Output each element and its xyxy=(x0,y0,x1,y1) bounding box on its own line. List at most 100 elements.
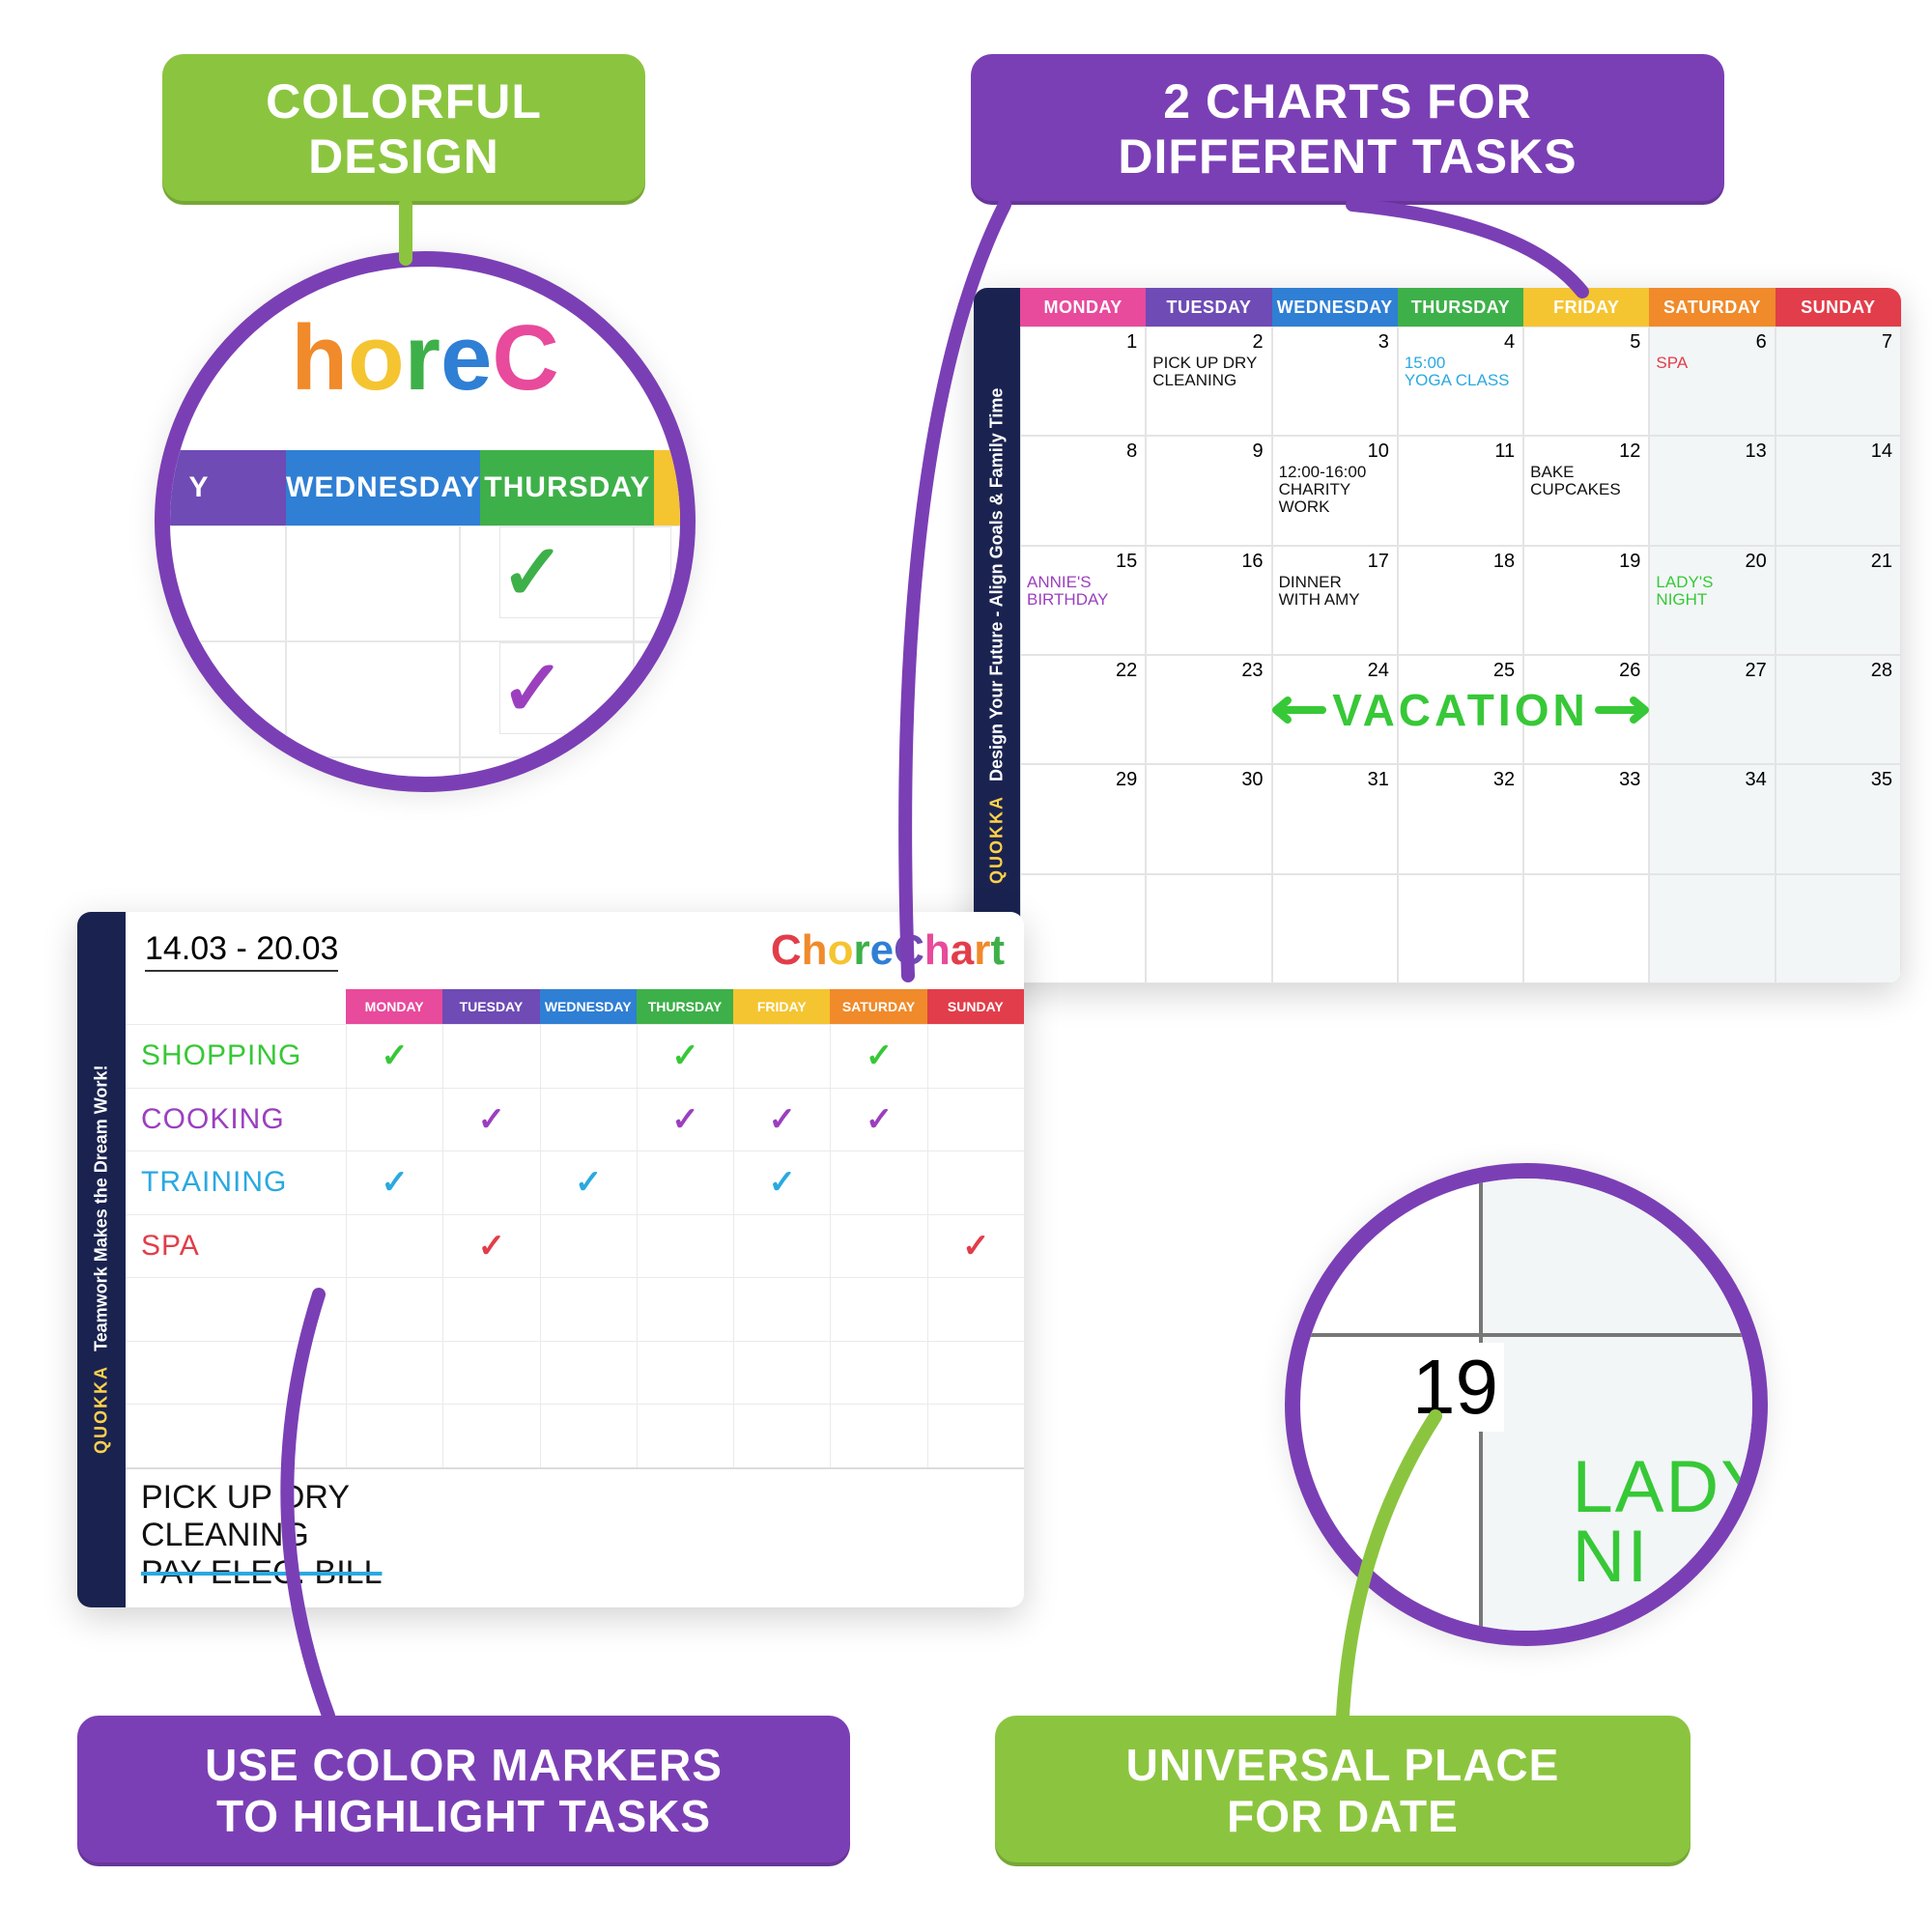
calendar-date-number: 18 xyxy=(1493,551,1515,573)
calendar-date-number: 9 xyxy=(1252,440,1263,463)
calendar-note: 12:00-16:00CHARITYWORK xyxy=(1279,464,1391,516)
callout-universal-date: UNIVERSAL PLACEFOR DATE xyxy=(995,1716,1690,1866)
calendar-date-number: 14 xyxy=(1871,440,1892,463)
chore-cell xyxy=(346,1215,442,1278)
calendar-cell: 9 xyxy=(1146,436,1271,545)
calendar-cell: 7 xyxy=(1776,327,1901,436)
calendar-day-header: WEDNESDAY xyxy=(1272,288,1398,327)
calendar-cell: 2PICK UP DRYCLEANING xyxy=(1146,327,1271,436)
calendar-date-number: 30 xyxy=(1241,769,1263,791)
calendar-date-number: 8 xyxy=(1126,440,1137,463)
chore-rows: SHOPPING✓✓✓COOKING✓✓✓✓TRAINING✓✓✓SPA✓✓ xyxy=(126,1024,1024,1467)
zoom1-cell xyxy=(460,757,634,792)
chore-task-label: COOKING xyxy=(126,1089,346,1151)
calendar-date-number: 24 xyxy=(1368,660,1389,682)
chore-day-header: THURSDAY xyxy=(637,989,733,1024)
calendar-date-number: 28 xyxy=(1871,660,1892,682)
monthly-calendar: QUOKKA Design Your Future - Align Goals … xyxy=(974,288,1901,983)
calendar-date-number: 27 xyxy=(1745,660,1766,682)
calendar-cell: 15ANNIE'SBIRTHDAY xyxy=(1020,546,1146,655)
chore-title: Chore Chart xyxy=(771,926,1005,975)
chore-row-empty xyxy=(126,1404,1024,1467)
zoom-date-slot: 19 LADYNI xyxy=(1285,1163,1768,1646)
chore-day-header: SUNDAY xyxy=(927,989,1024,1024)
chore-cell xyxy=(442,1025,539,1088)
chore-sidebar: QUOKKA Teamwork Makes the Dream Work! xyxy=(77,912,126,1607)
chore-day-header: FRIDAY xyxy=(733,989,830,1024)
calendar-date-number: 16 xyxy=(1241,551,1263,573)
calendar-cell: 27 xyxy=(1649,655,1775,764)
calendar-date-number: 2 xyxy=(1252,331,1263,354)
chore-cell: ✓ xyxy=(830,1025,926,1088)
zoom1-cell: ✓ xyxy=(460,526,634,641)
zoom1-day: Y xyxy=(155,450,286,526)
calendar-cell: 28 xyxy=(1776,655,1901,764)
brand-label: QUOKKA xyxy=(987,795,1008,884)
chore-row: TRAINING✓✓✓ xyxy=(126,1151,1024,1214)
calendar-date-number: 33 xyxy=(1619,769,1640,791)
zoom1-cell xyxy=(286,641,460,757)
calendar-date-number: 23 xyxy=(1241,660,1263,682)
calendar-date-number: 5 xyxy=(1630,331,1640,354)
calendar-date-number: 7 xyxy=(1882,331,1892,354)
chore-note: CLEANING xyxy=(141,1517,1009,1554)
calendar-note: 15:00YOGA CLASS xyxy=(1405,355,1517,389)
calendar-day-header: SATURDAY xyxy=(1649,288,1775,327)
chore-cell xyxy=(540,1215,637,1278)
chore-cell: ✓ xyxy=(830,1089,926,1151)
chore-cell xyxy=(733,1025,830,1088)
chore-cell xyxy=(346,1089,442,1151)
calendar-cell: 24 xyxy=(1272,655,1398,764)
calendar-cell: 415:00YOGA CLASS xyxy=(1398,327,1523,436)
calendar-date-number: 17 xyxy=(1368,551,1389,573)
calendar-day-header: TUESDAY xyxy=(1146,288,1271,327)
calendar-cell: 35 xyxy=(1776,764,1901,873)
zoom1-grid: ✓✓ xyxy=(155,526,696,792)
calendar-cell: 6SPA xyxy=(1649,327,1775,436)
zoom2-corner-text: LADYNI xyxy=(1572,1453,1768,1592)
calendar-cell: 20LADY'SNIGHT xyxy=(1649,546,1775,655)
callout-text: 2 CHARTS FORDIFFERENT TASKS xyxy=(1118,74,1577,185)
zoom1-day: WEDNESDAY xyxy=(286,450,480,526)
chore-row: COOKING✓✓✓✓ xyxy=(126,1088,1024,1151)
callout-color-markers: USE COLOR MARKERSTO HIGHLIGHT TASKS xyxy=(77,1716,850,1866)
calendar-date-number: 1 xyxy=(1126,331,1137,354)
callout-text: USE COLOR MARKERSTO HIGHLIGHT TASKS xyxy=(205,1740,723,1842)
chore-cell xyxy=(830,1215,926,1278)
zoom1-day: FR xyxy=(654,450,696,526)
calendar-cell: 14 xyxy=(1776,436,1901,545)
calendar-cell: 12BAKECUPCAKES xyxy=(1523,436,1649,545)
chore-note: PICK UP DRY xyxy=(141,1479,1009,1517)
zoom1-cell xyxy=(286,757,460,792)
calendar-date-number: 25 xyxy=(1493,660,1515,682)
calendar-cell: 25 xyxy=(1398,655,1523,764)
zoom-colorful-design: hore C YWEDNESDAYTHURSDAYFR ✓✓ xyxy=(155,251,696,792)
calendar-cell: 1 xyxy=(1020,327,1146,436)
calendar-cell: 19 xyxy=(1523,546,1649,655)
chore-cell xyxy=(637,1215,733,1278)
calendar-cell: 22 xyxy=(1020,655,1146,764)
calendar-date-number: 6 xyxy=(1756,331,1767,354)
calendar-cell xyxy=(1398,874,1523,983)
chore-task-label: TRAINING xyxy=(126,1151,346,1214)
calendar-cell: 31 xyxy=(1272,764,1398,873)
chore-row: SHOPPING✓✓✓ xyxy=(126,1024,1024,1088)
calendar-cell: 33 xyxy=(1523,764,1649,873)
chore-cell xyxy=(733,1215,830,1278)
calendar-date-number: 10 xyxy=(1368,440,1389,463)
calendar-cell: 26 xyxy=(1523,655,1649,764)
calendar-cell: 34 xyxy=(1649,764,1775,873)
brand-label: QUOKKA xyxy=(92,1365,112,1454)
calendar-date-number: 4 xyxy=(1504,331,1515,354)
calendar-sidebar: QUOKKA Design Your Future - Align Goals … xyxy=(974,288,1020,983)
calendar-side-text: Design Your Future - Align Goals & Famil… xyxy=(987,387,1008,781)
chore-cell xyxy=(540,1089,637,1151)
chore-cell: ✓ xyxy=(733,1151,830,1214)
calendar-cell: 1012:00-16:00CHARITYWORK xyxy=(1272,436,1398,545)
calendar-date-number: 20 xyxy=(1745,551,1766,573)
calendar-header: MONDAYTUESDAYWEDNESDAYTHURSDAYFRIDAYSATU… xyxy=(1020,288,1901,327)
zoom1-cell xyxy=(286,526,460,641)
chore-cell: ✓ xyxy=(442,1089,539,1151)
calendar-date-number: 3 xyxy=(1378,331,1389,354)
calendar-note: ANNIE'SBIRTHDAY xyxy=(1027,574,1139,609)
